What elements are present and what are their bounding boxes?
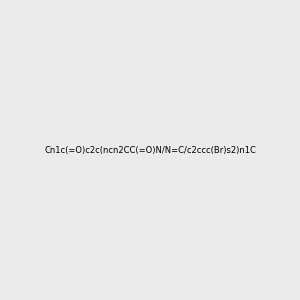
Text: Cn1c(=O)c2c(ncn2CC(=O)N/N=C/c2ccc(Br)s2)n1C: Cn1c(=O)c2c(ncn2CC(=O)N/N=C/c2ccc(Br)s2)… bbox=[44, 146, 256, 154]
